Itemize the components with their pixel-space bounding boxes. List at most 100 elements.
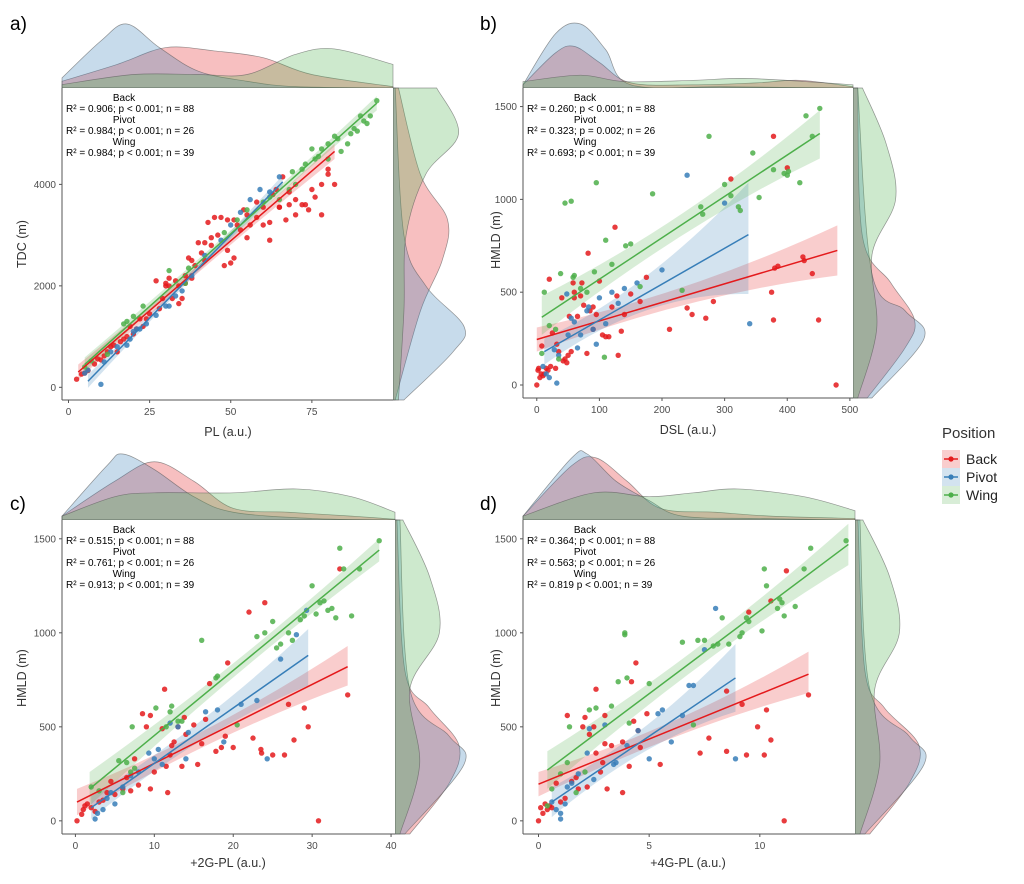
data-point — [574, 345, 581, 351]
data-point — [214, 707, 221, 713]
x-axis-title: DSL (a.u.) — [660, 423, 717, 437]
x-tick-label: 10 — [754, 841, 766, 852]
data-point — [571, 289, 577, 295]
points-wing — [539, 105, 823, 362]
data-point — [100, 806, 106, 813]
data-point — [703, 315, 709, 321]
data-point — [185, 729, 191, 736]
y-tick-label: 0 — [50, 816, 56, 827]
data-point — [283, 217, 289, 223]
y-tick-label: 500 — [39, 722, 56, 733]
fit-line-back — [538, 673, 809, 785]
data-point — [584, 350, 590, 357]
data-point — [761, 752, 767, 758]
data-point — [785, 168, 792, 175]
data-point — [161, 686, 168, 692]
data-point — [205, 219, 211, 226]
data-point — [565, 352, 571, 358]
data-point — [582, 714, 588, 721]
data-point — [116, 758, 122, 764]
data-point — [768, 737, 774, 743]
data-point — [260, 222, 266, 228]
data-point — [609, 289, 615, 295]
data-point — [258, 750, 265, 756]
right-marginal-density — [854, 519, 927, 835]
points-pivot — [92, 607, 310, 822]
density-x-back — [61, 461, 396, 521]
data-point — [590, 304, 596, 310]
data-point — [281, 752, 288, 758]
data-point — [337, 545, 343, 551]
data-point — [270, 752, 276, 758]
ci-band-pivot — [544, 182, 749, 365]
data-point — [345, 692, 351, 698]
fit-line-wing — [89, 549, 380, 790]
data-point — [163, 763, 169, 769]
data-point — [584, 784, 590, 790]
y-tick-label: 0 — [50, 383, 56, 394]
data-point — [770, 317, 777, 323]
data-point — [354, 128, 360, 134]
data-point — [615, 679, 621, 685]
points-wing — [88, 538, 382, 796]
data-point — [655, 711, 661, 717]
density-y-wing — [392, 87, 459, 401]
data-point — [582, 769, 588, 775]
data-point — [564, 360, 570, 366]
data-point — [175, 724, 181, 730]
data-point — [179, 288, 185, 294]
data-point — [637, 744, 643, 751]
data-point — [247, 196, 253, 203]
x-axis-title: PL (a.u.) — [204, 425, 251, 439]
density-x-back — [522, 45, 854, 89]
legend-item-pivot[interactable]: Pivot — [942, 468, 997, 486]
data-point — [131, 756, 138, 762]
legend-item-back[interactable]: Back — [942, 450, 998, 468]
x-axis-title: +4G-PL (a.u.) — [650, 856, 726, 870]
data-point — [623, 243, 629, 249]
legend-item-wing[interactable]: Wing — [942, 486, 998, 504]
stats-line-wing: R² = 0.819 p < 0.001; n = 39 — [527, 580, 653, 591]
data-point — [619, 739, 626, 745]
data-point — [568, 198, 574, 204]
data-point — [609, 261, 615, 267]
data-point — [199, 637, 205, 643]
ci-band-pivot — [91, 629, 309, 819]
data-point — [254, 633, 260, 640]
data-point — [634, 280, 640, 286]
stats-group-back: Back — [574, 93, 597, 104]
data-point — [218, 744, 225, 751]
data-point — [112, 791, 118, 798]
y-axis-title: HMLD (m) — [489, 649, 503, 707]
data-point — [218, 214, 224, 221]
data-point — [557, 810, 564, 816]
data-point — [338, 148, 344, 155]
data-point — [577, 293, 584, 299]
data-point — [538, 805, 544, 811]
x-tick-label: 100 — [591, 405, 608, 416]
data-point — [120, 789, 126, 796]
data-point — [586, 731, 593, 737]
data-point — [224, 217, 231, 223]
data-point — [637, 298, 643, 305]
data-point — [289, 169, 296, 175]
data-point — [231, 255, 237, 261]
density-y-pivot — [394, 519, 467, 835]
data-point — [593, 705, 599, 711]
ci-band-back — [76, 645, 348, 816]
data-point — [535, 818, 542, 824]
data-point — [267, 237, 273, 243]
ci-band-back — [536, 225, 838, 352]
data-point — [770, 133, 777, 139]
fit-line-wing — [546, 543, 849, 771]
data-point — [104, 789, 110, 796]
data-point — [228, 222, 234, 228]
fit-line-wing — [84, 102, 378, 366]
data-point — [285, 701, 292, 707]
data-point — [573, 789, 579, 796]
data-point — [618, 328, 624, 334]
data-point — [553, 780, 559, 786]
data-point — [221, 229, 227, 236]
data-point — [759, 628, 765, 634]
